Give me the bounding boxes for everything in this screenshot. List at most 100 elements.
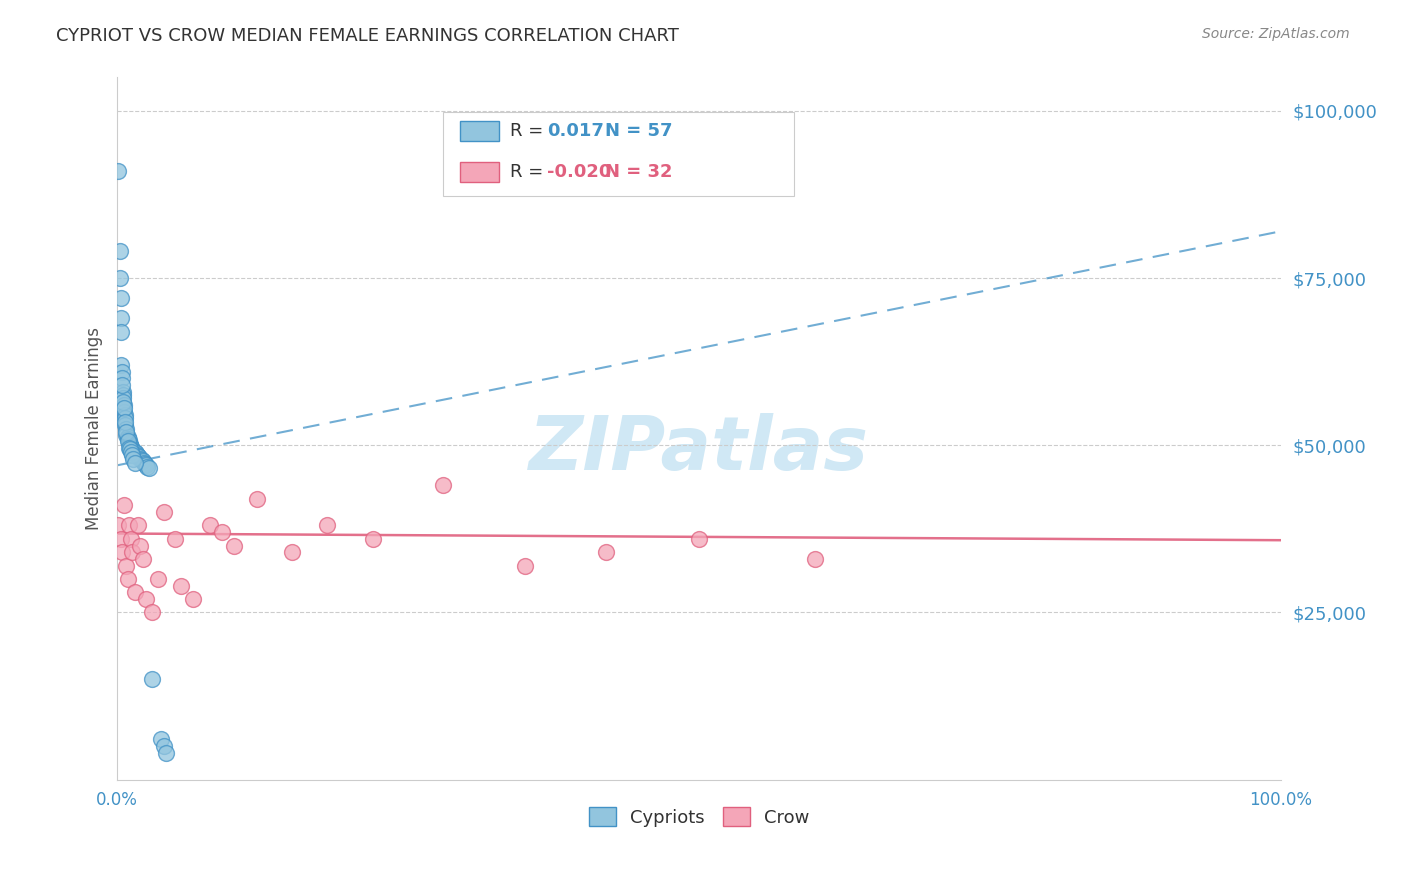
Point xyxy=(135,458,157,473)
Point xyxy=(211,525,233,540)
Point xyxy=(124,456,146,470)
Point xyxy=(110,311,132,326)
Point xyxy=(120,440,142,454)
Point xyxy=(121,545,143,559)
Point xyxy=(118,441,141,455)
Point xyxy=(114,411,136,425)
Point xyxy=(124,585,146,599)
Point xyxy=(246,491,269,506)
Point xyxy=(114,418,136,433)
Point xyxy=(122,443,145,458)
Point xyxy=(118,437,141,451)
Point xyxy=(165,532,187,546)
Point xyxy=(111,378,134,392)
Point xyxy=(114,415,136,429)
Point xyxy=(124,445,146,459)
Point xyxy=(181,592,204,607)
Point xyxy=(110,532,132,546)
Point xyxy=(115,428,138,442)
Point xyxy=(134,457,156,471)
Point xyxy=(141,606,163,620)
Point xyxy=(110,358,132,372)
Point xyxy=(121,442,143,457)
Point xyxy=(146,572,169,586)
Point xyxy=(118,438,141,452)
Point xyxy=(804,552,827,566)
Point xyxy=(111,371,134,385)
Point xyxy=(135,592,157,607)
Point xyxy=(128,450,150,465)
Point xyxy=(115,425,138,439)
Point xyxy=(152,505,174,519)
Point xyxy=(513,558,536,573)
Point xyxy=(132,552,155,566)
Text: CYPRIOT VS CROW MEDIAN FEMALE EARNINGS CORRELATION CHART: CYPRIOT VS CROW MEDIAN FEMALE EARNINGS C… xyxy=(56,27,679,45)
Point xyxy=(111,365,134,379)
Point xyxy=(117,434,139,449)
Point xyxy=(141,673,163,687)
Point xyxy=(114,408,136,422)
Point xyxy=(121,448,143,462)
Point xyxy=(108,244,131,259)
Point xyxy=(432,478,454,492)
Point xyxy=(111,545,134,559)
Text: ZIPatlas: ZIPatlas xyxy=(529,413,869,486)
Text: N = 32: N = 32 xyxy=(605,163,672,181)
Point xyxy=(120,532,142,546)
Point xyxy=(110,291,132,305)
Point xyxy=(115,558,138,573)
Text: 0.017: 0.017 xyxy=(547,122,603,140)
Point xyxy=(129,539,152,553)
Point xyxy=(170,579,193,593)
Point xyxy=(138,461,160,475)
Y-axis label: Median Female Earnings: Median Female Earnings xyxy=(86,327,103,530)
Point xyxy=(132,454,155,468)
Point xyxy=(127,518,149,533)
Point xyxy=(111,384,134,399)
Point xyxy=(107,164,129,178)
Point xyxy=(110,325,132,339)
Text: N = 57: N = 57 xyxy=(605,122,672,140)
Point xyxy=(108,271,131,285)
Point xyxy=(155,746,177,760)
Point xyxy=(222,539,245,553)
Text: -0.020: -0.020 xyxy=(547,163,612,181)
Point xyxy=(117,572,139,586)
Point xyxy=(112,398,135,412)
Point xyxy=(136,459,159,474)
Point xyxy=(112,405,135,419)
Point xyxy=(112,499,135,513)
Point xyxy=(315,518,337,533)
Point xyxy=(120,445,142,459)
Point xyxy=(595,545,617,559)
Point xyxy=(118,433,141,447)
Point xyxy=(111,394,134,409)
Point xyxy=(107,518,129,533)
Point xyxy=(111,388,134,402)
Legend: Cypriots, Crow: Cypriots, Crow xyxy=(581,800,817,834)
Point xyxy=(118,435,141,450)
Point xyxy=(111,392,134,406)
Point xyxy=(117,432,139,446)
Point xyxy=(125,446,148,460)
Point xyxy=(117,430,139,444)
Point xyxy=(127,449,149,463)
Point xyxy=(200,518,222,533)
Point xyxy=(122,451,145,466)
Point xyxy=(150,732,173,747)
Text: R =: R = xyxy=(510,122,555,140)
Point xyxy=(152,739,174,754)
Point xyxy=(112,401,135,416)
Point xyxy=(118,442,141,457)
Point xyxy=(115,421,138,435)
Text: Source: ZipAtlas.com: Source: ZipAtlas.com xyxy=(1202,27,1350,41)
Point xyxy=(132,456,155,470)
Point xyxy=(281,545,304,559)
Point xyxy=(688,532,710,546)
Point xyxy=(361,532,384,546)
Text: R =: R = xyxy=(510,163,544,181)
Point xyxy=(129,451,152,466)
Point xyxy=(131,453,153,467)
Point xyxy=(118,518,141,533)
Point xyxy=(125,448,148,462)
